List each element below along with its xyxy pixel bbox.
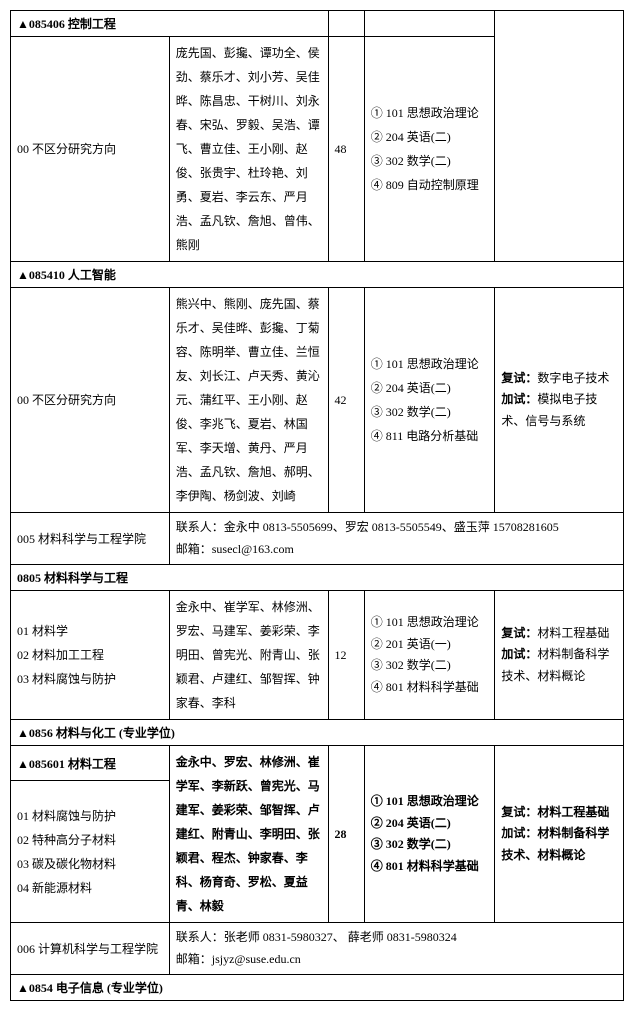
exams-cell: ① 101 思想政治理论 ② 201 英语(一) ③ 302 数学(二) ④ 8… [364, 591, 495, 720]
dept-title: 005 材料科学与工程学院 [11, 513, 170, 565]
notes-cell: 复试：材料工程基础加试：材料制备科学技术、材料概论 [495, 591, 624, 720]
direction-cell: 00 不区分研究方向 [11, 37, 170, 262]
notes-value: 材料工程基础 [537, 626, 609, 640]
blank [364, 11, 495, 37]
notes-label: 复试： [501, 626, 537, 640]
notes-cell: 复试：材料工程基础加试：材料制备科学技术、材料概论 [495, 746, 624, 923]
section-header: ▲085410 人工智能 [11, 262, 624, 288]
advisors-cell: 庞先国、彭攙、谭功全、侯劲、蔡乐才、刘小芳、吴佳晔、陈昌忠、干树川、刘永春、宋弘… [169, 37, 328, 262]
advisors-cell: 熊兴中、熊刚、庞先国、蔡乐才、吴佳晔、彭攙、丁菊容、陈明举、曹立佳、兰恒友、刘长… [169, 288, 328, 513]
count-cell: 48 [328, 37, 364, 262]
advisors-cell: 金永中、崔学军、林修洲、罗宏、马建军、姜彩荣、李明田、曾宪光、附青山、张颖君、卢… [169, 591, 328, 720]
notes-label: 加试： [501, 392, 537, 406]
section-header: 0805 材料科学与工程 [11, 565, 624, 591]
section-header: ▲0856 材料与化工 (专业学位) [11, 720, 624, 746]
section-header: ▲0854 电子信息 (专业学位) [11, 975, 624, 1001]
notes-cell: 复试：数字电子技术加试：模拟电子技术、信号与系统 [495, 288, 624, 513]
notes-label: 加试： [501, 826, 537, 840]
count-cell: 42 [328, 288, 364, 513]
direction-cell: 01 材料学 02 材料加工工程 03 材料腐蚀与防护 [11, 591, 170, 720]
exams-cell: ① 101 思想政治理论 ② 204 英语(二) ③ 302 数学(二) ④ 8… [364, 37, 495, 262]
direction-cell: 01 材料腐蚀与防护 02 特种高分子材料 03 碳及碳化物材料 04 新能源材… [11, 781, 170, 923]
notes-label: 加试： [501, 647, 537, 661]
section-header: ▲085406 控制工程 [11, 11, 329, 37]
notes-label: 复试： [501, 371, 537, 385]
dept-contact: 联系人：张老师 0831-5980327、 薛老师 0831-5980324 邮… [169, 923, 623, 975]
advisors-cell: 金永中、罗宏、林修洲、崔学军、李新跃、曾宪光、马建军、姜彩荣、邹智挥、卢建红、附… [169, 746, 328, 923]
notes-cell [495, 11, 624, 262]
exams-cell: ① 101 思想政治理论 ② 204 英语(二) ③ 302 数学(二) ④ 8… [364, 746, 495, 923]
program-table: ▲085406 控制工程 00 不区分研究方向 庞先国、彭攙、谭功全、侯劲、蔡乐… [10, 10, 624, 1001]
blank [328, 11, 364, 37]
notes-value: 材料工程基础 [537, 805, 609, 819]
count-cell: 12 [328, 591, 364, 720]
count-cell: 28 [328, 746, 364, 923]
notes-value: 数字电子技术 [537, 371, 609, 385]
section-header: ▲085601 材料工程 [11, 746, 170, 781]
exams-cell: ① 101 思想政治理论 ② 204 英语(二) ③ 302 数学(二) ④ 8… [364, 288, 495, 513]
dept-contact: 联系人：金永中 0813-5505699、罗宏 0813-5505549、盛玉萍… [169, 513, 623, 565]
direction-cell: 00 不区分研究方向 [11, 288, 170, 513]
dept-title: 006 计算机科学与工程学院 [11, 923, 170, 975]
notes-label: 复试： [501, 805, 537, 819]
